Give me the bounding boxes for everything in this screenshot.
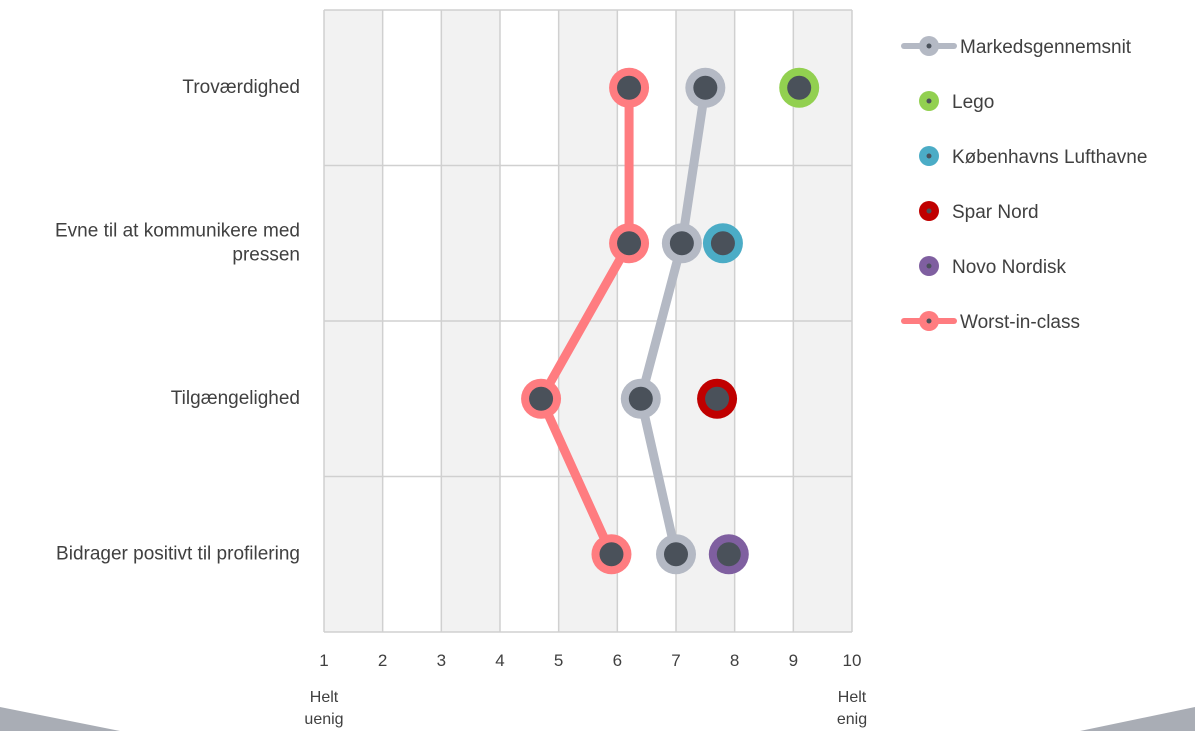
data-point-center [669,231,694,256]
x-tick-label: 4 [495,651,504,670]
legend-marker-center [926,98,932,104]
data-point-center [716,542,741,567]
x-tick-labels: 1 2 3 4 5 6 7 8 9 10 [319,651,861,670]
x-tick-label: 6 [613,651,622,670]
legend-item: Markedsgennemsnit [901,36,1132,58]
x-tick-label: 1 [319,651,328,670]
data-point-center [664,542,688,567]
data-point-center [787,75,812,100]
data-point [620,378,661,419]
legend-item: Lego [919,91,994,113]
legend-label: Københavns Lufthavne [952,147,1147,168]
right-decorative-wedge [1080,707,1195,731]
data-point [656,534,696,575]
category-label-line: Troværdighed [182,77,300,98]
legend-item: Københavns Lufthavne [919,146,1147,168]
grid-lines [323,9,853,633]
series-lines [536,83,710,559]
category-label: Troværdighed [182,77,300,98]
legend-item: Worst-in-class [901,311,1080,333]
data-point [521,378,562,419]
legend-marker-center [926,153,932,159]
data-point-center [705,386,730,411]
data-point [609,223,650,264]
left-decorative-wedge [0,707,120,731]
data-point-center [693,75,718,100]
data-point-center [617,231,642,256]
legend-label: Spar Nord [952,202,1039,223]
legend-marker-center [926,263,932,269]
data-point [702,223,743,264]
x-tick-label: 8 [730,651,739,670]
data-point [609,67,650,108]
category-label-line: Evne til at kommunikere med [55,220,300,241]
category-label-line: Bidrager positivt til profilering [56,543,300,564]
legend: Markedsgennemsnit Lego Københavns Lufthavn… [901,36,1147,333]
category-labels: Troværdighed Evne til at kommunikere med p… [55,77,300,565]
x-end-labels: Helt uenig Helt enig [304,689,867,728]
legend-label: Markedsgennemsnit [960,37,1132,58]
legend-marker-center [926,208,932,214]
x-end-label-left: uenig [304,711,343,728]
x-end-label-right: enig [837,711,867,728]
category-label: Evne til at kommunikere med pressen [55,220,300,265]
legend-item: Spar Nord [919,201,1039,223]
legend-marker-center [926,43,932,49]
data-point-center [710,231,735,256]
data-point-center [529,386,554,411]
legend-label: Worst-in-class [960,312,1080,333]
x-tick-label: 7 [671,651,680,670]
data-point [661,223,702,264]
legend-label: Lego [952,92,994,113]
x-end-label-right: Helt [838,689,867,706]
series-points [521,67,820,575]
data-point-center [628,386,653,411]
data-point-center [617,75,642,100]
series-line [636,83,710,559]
x-tick-label: 2 [378,651,387,670]
data-point [779,67,820,108]
category-label-line: Tilgængelighed [171,388,300,409]
x-tick-label: 5 [554,651,563,670]
data-point [708,534,749,575]
x-tick-label: 9 [789,651,798,670]
data-point [697,378,738,419]
category-label: Bidrager positivt til profilering [56,543,300,564]
data-point [685,67,726,108]
series-line [536,83,634,559]
data-point-center [599,542,624,567]
data-point [591,534,632,575]
legend-marker-center [926,318,932,324]
x-tick-label: 3 [437,651,446,670]
x-end-label-left: Helt [310,689,339,706]
category-label: Tilgængelighed [171,388,300,409]
x-tick-label: 10 [843,651,862,670]
legend-label: Novo Nordisk [952,257,1067,278]
category-label-line: pressen [232,244,300,265]
legend-item: Novo Nordisk [919,256,1067,278]
